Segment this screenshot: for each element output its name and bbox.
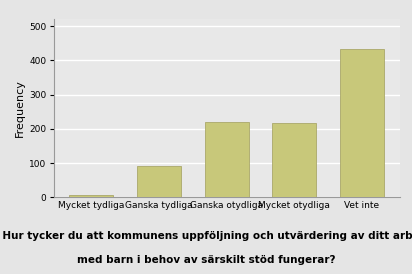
Bar: [137, 166, 181, 197]
Bar: [205, 122, 248, 197]
Bar: [340, 49, 384, 197]
Y-axis label: Frequency: Frequency: [15, 79, 25, 137]
Text: 47. Hur tycker du att kommunens uppföljning och utvärdering av ditt arbete: 47. Hur tycker du att kommunens uppföljn…: [0, 231, 412, 241]
Text: med barn i behov av särskilt stöd fungerar?: med barn i behov av särskilt stöd funger…: [77, 255, 335, 265]
Bar: [272, 122, 316, 197]
Bar: [69, 195, 113, 197]
